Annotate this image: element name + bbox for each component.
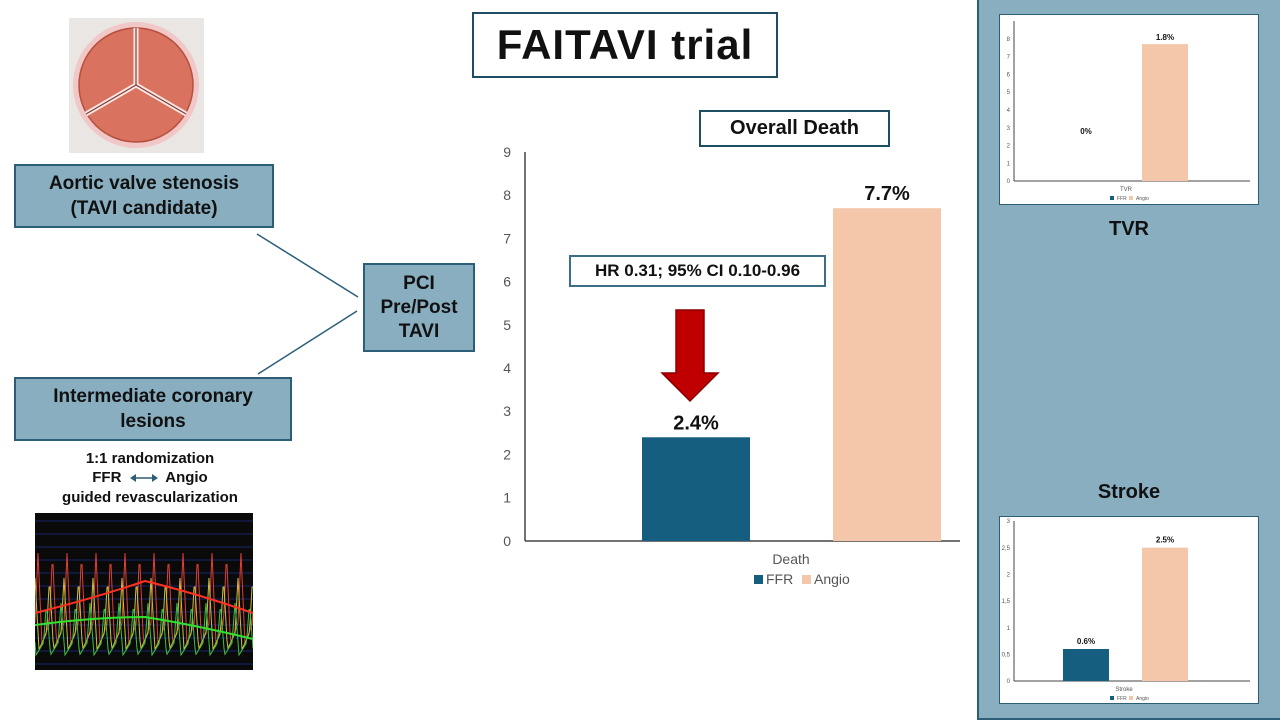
legend-swatch-angio [1129, 196, 1133, 200]
pci-line1: PCI [403, 272, 435, 294]
aortic-stenosis-line1: Aortic valve stenosis [48, 173, 240, 194]
bar-angio [1142, 547, 1188, 681]
overall-death-text: Overall Death [730, 117, 859, 139]
coronary-lesions-line1: Intermediate coronary [53, 386, 253, 407]
rand-angio: Angio [165, 469, 208, 486]
tracing-mean-aortic [34, 579, 254, 614]
legend-swatch-ffr [1110, 196, 1114, 200]
y-tick-label: 1 [503, 490, 511, 506]
down-arrow-icon [660, 309, 720, 403]
main-bar-chart: 0 1 2 3 4 5 6 7 8 9 2.4% 7.7% Death FFR Angio [503, 144, 960, 587]
y-tick-label: 7 [503, 230, 511, 246]
bar-angio [833, 208, 941, 541]
y-tick-label: 7 [1007, 55, 1011, 61]
y-tick-label: 1 [1007, 626, 1011, 632]
hazard-ratio-text: HR 0.31; 95% CI 0.10-0.96 [594, 261, 801, 280]
legend-swatch-angio [802, 575, 811, 584]
y-tick-label: 9 [503, 144, 511, 160]
coronary-lesions-box: Intermediate coronary lesions [14, 377, 292, 441]
pci-line2: Pre/Post [380, 296, 458, 318]
data-label-angio: 2.5% [1156, 536, 1174, 545]
bar-ffr [642, 437, 750, 541]
y-tick-label: 5 [1007, 90, 1011, 96]
y-tick-label: 4 [1007, 108, 1011, 114]
stroke-chart-card: 0 0,5 1 1,5 2 2,5 3 0.6% 2.5% Stroke FFR Angio [999, 516, 1259, 704]
y-tick-label: 8 [503, 187, 511, 203]
y-tick-label: 4 [503, 360, 511, 376]
legend-label-angio: Angio [1136, 696, 1149, 702]
stroke-title: Stroke [1097, 481, 1161, 503]
data-label-ffr: 0% [1080, 127, 1092, 136]
hazard-ratio-box: HR 0.31; 95% CI 0.10-0.96 [569, 255, 826, 287]
y-tick-label: 0,5 [1002, 652, 1011, 658]
y-tick-label: 1 [1007, 161, 1011, 167]
y-tick-label: 0 [1007, 179, 1011, 185]
bar-angio [1142, 44, 1188, 181]
tvr-title: TVR [1109, 218, 1149, 240]
y-tick-label: 2,5 [1002, 546, 1011, 552]
y-tick-label: 1,5 [1002, 599, 1011, 605]
data-label-angio: 1.8% [1156, 33, 1174, 42]
rand-ffr: FFR [92, 469, 122, 486]
legend-swatch-angio [1129, 696, 1133, 700]
randomization-line1: 1:1 randomization [85, 450, 215, 467]
stroke-bar-chart: 0 0,5 1 1,5 2 2,5 3 0.6% 2.5% Stroke FFR Angio [1002, 519, 1250, 702]
y-tick-label: 6 [503, 274, 511, 290]
legend-label-ffr: FFR [1117, 696, 1127, 702]
x-category-label: TVR [1120, 187, 1133, 193]
y-tick-label: 3 [1007, 126, 1011, 132]
legend-swatch-ffr [1110, 696, 1114, 700]
tracing-mean-distal [34, 615, 254, 640]
page-title: FAITAVI trial [472, 12, 778, 78]
double-arrow-icon [129, 469, 158, 488]
y-tick-label: 2 [503, 446, 511, 462]
page-title-text: FAITAVI trial [496, 21, 754, 68]
legend-swatch-ffr [754, 575, 763, 584]
pci-box: PCI Pre/Post TAVI [363, 263, 475, 352]
x-category-label: Death [772, 551, 809, 567]
y-tick-label: 8 [1007, 37, 1011, 43]
legend-label-angio: Angio [814, 571, 850, 587]
tvr-bar-chart: 0 1 2 3 4 5 6 7 8 0% 1.8% TVR FFR Angio [1007, 21, 1250, 202]
data-label-ffr: 0.6% [1077, 637, 1095, 646]
legend-label-angio: Angio [1136, 196, 1149, 202]
connector-top [256, 233, 359, 298]
y-tick-label: 6 [1007, 72, 1011, 78]
y-tick-label: 0 [503, 533, 511, 549]
tracing-wave [34, 602, 254, 657]
bar-ffr [1063, 649, 1109, 681]
y-tick-label: 2 [1007, 572, 1011, 578]
aortic-stenosis-box: Aortic valve stenosis (TAVI candidate) [14, 164, 274, 228]
randomization-line3: guided revascularization [62, 488, 238, 506]
overall-death-label: Overall Death [699, 110, 890, 147]
connector-bottom [257, 310, 358, 375]
connector-lines [256, 233, 359, 375]
pci-line3: TAVI [398, 320, 440, 342]
aortic-valve-image [69, 18, 204, 153]
y-tick-label: 3 [503, 403, 511, 419]
pressure-tracing-image [34, 513, 254, 670]
coronary-lesions-line2: lesions [120, 411, 186, 432]
legend-label-ffr: FFR [766, 571, 793, 587]
randomization-text: 1:1 randomization FFR Angio guided revas… [30, 449, 270, 507]
y-tick-label: 0 [1007, 679, 1011, 685]
tvr-chart-card: 0 1 2 3 4 5 6 7 8 0% 1.8% TVR FFR Angio [999, 14, 1259, 205]
y-tick-label: 3 [1007, 519, 1011, 525]
aortic-stenosis-line2: (TAVI candidate) [70, 198, 218, 219]
data-label-ffr: 2.4% [673, 412, 719, 434]
y-tick-label: 5 [503, 317, 511, 333]
tracing-wave [34, 577, 254, 651]
x-category-label: Stroke [1115, 687, 1133, 693]
randomization-line2: FFR Angio [30, 468, 270, 488]
data-label-angio: 7.7% [864, 183, 910, 205]
legend-label-ffr: FFR [1117, 196, 1127, 202]
y-tick-label: 2 [1007, 144, 1011, 150]
